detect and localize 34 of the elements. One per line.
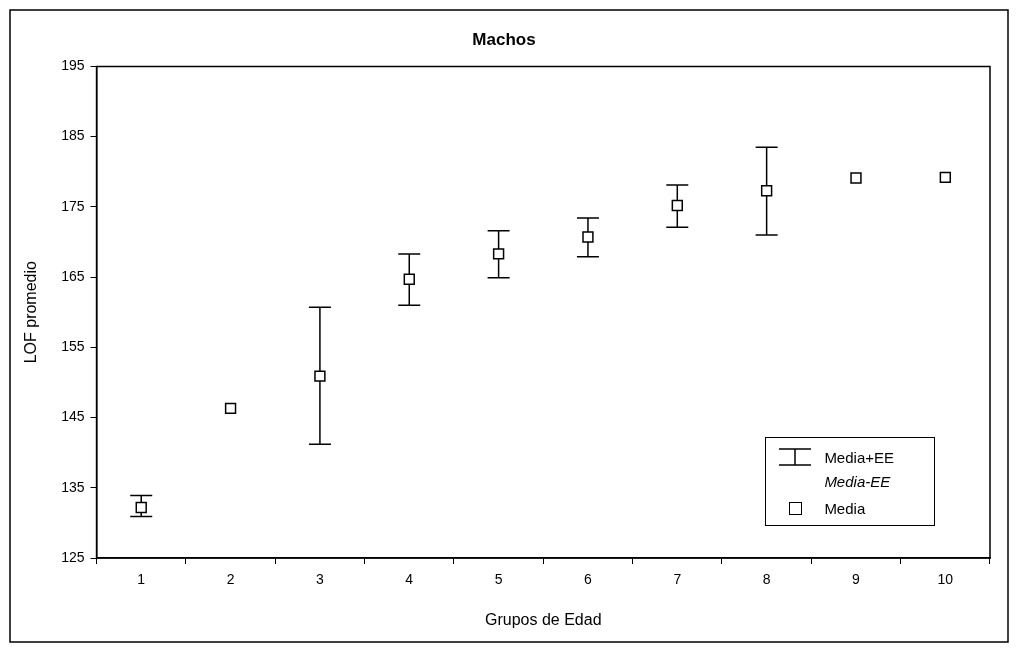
point [492, 248, 505, 260]
point [939, 171, 952, 184]
x-tick-label: 8 [762, 571, 771, 588]
point [760, 185, 773, 197]
point [850, 172, 862, 184]
x-tick-label: 4 [405, 571, 414, 588]
chart-title: Machos [472, 29, 536, 49]
legend-label: Media [824, 500, 866, 517]
point [403, 273, 415, 285]
x-axis-title: Grupos de Edad [485, 610, 602, 628]
x-tick-label: 5 [494, 571, 503, 588]
y-tick-label: 185 [61, 127, 85, 144]
y-tick-label: 135 [61, 478, 85, 495]
x-tick-label: 6 [584, 571, 593, 588]
x-tick-label: 2 [226, 571, 235, 588]
x-tick-label: 9 [852, 571, 861, 588]
point [671, 199, 683, 212]
y-tick-label: 175 [61, 197, 85, 214]
y-tick-label: 155 [61, 338, 85, 355]
x-tick-label: 1 [137, 571, 146, 588]
point [314, 370, 326, 382]
point [224, 402, 237, 415]
point [135, 501, 147, 514]
y-axis-title: LOF promedio [22, 260, 40, 364]
y-tick-label: 145 [61, 408, 85, 425]
y-tick-label: 195 [61, 57, 85, 74]
point [582, 231, 594, 243]
annotation: Media+EE [824, 448, 894, 468]
x-tick-label: 10 [937, 571, 954, 588]
x-tick-label: 3 [316, 571, 325, 588]
x-tick-label: 7 [673, 571, 682, 588]
annotation: Media-EE [824, 472, 892, 492]
y-tick-label: 125 [61, 548, 85, 565]
y-tick-label: 165 [61, 267, 85, 284]
